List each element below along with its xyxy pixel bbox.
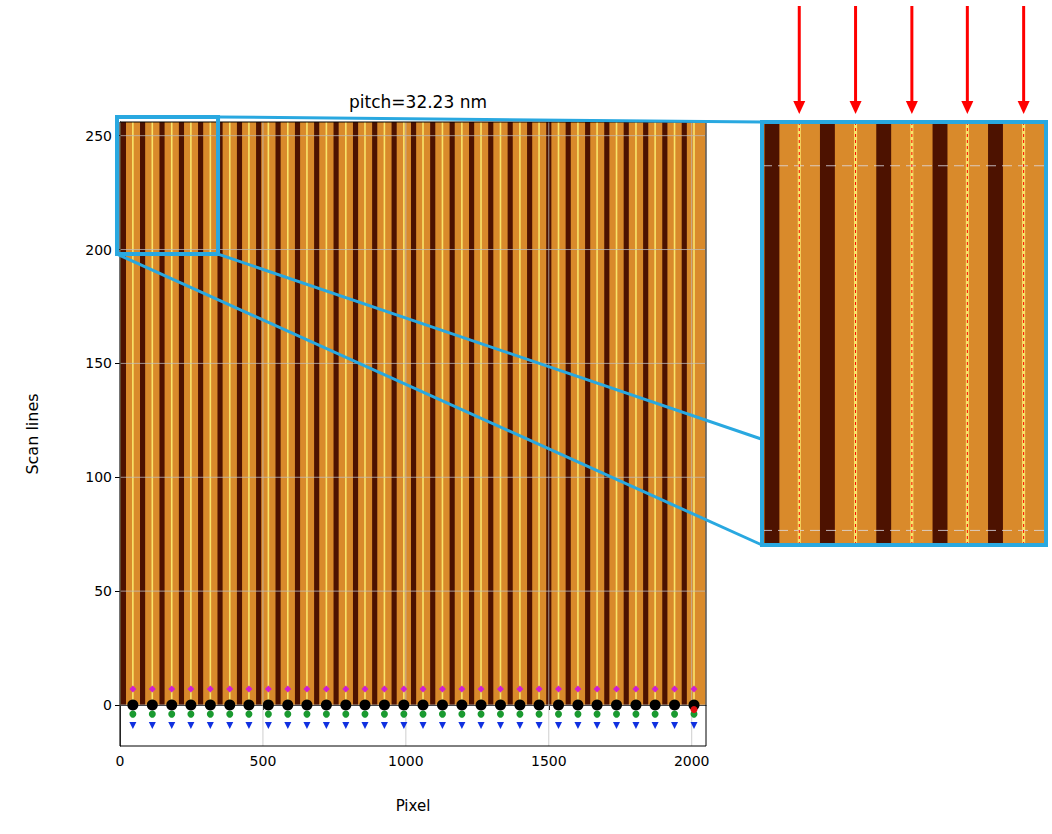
svg-text:250: 250 bbox=[85, 128, 112, 144]
svg-text:0: 0 bbox=[116, 753, 125, 769]
svg-text:0: 0 bbox=[103, 697, 112, 713]
svg-text:Scan lines: Scan lines bbox=[23, 393, 42, 474]
svg-text:100: 100 bbox=[85, 469, 112, 485]
svg-text:1000: 1000 bbox=[388, 753, 424, 769]
svg-text:500: 500 bbox=[250, 753, 277, 769]
svg-text:2000: 2000 bbox=[674, 753, 710, 769]
svg-text:1500: 1500 bbox=[531, 753, 567, 769]
svg-text:pitch=32.23 nm: pitch=32.23 nm bbox=[349, 92, 487, 112]
svg-text:200: 200 bbox=[85, 242, 112, 258]
svg-text:Pixel: Pixel bbox=[396, 797, 431, 815]
svg-text:150: 150 bbox=[85, 355, 112, 371]
svg-text:50: 50 bbox=[94, 583, 112, 599]
